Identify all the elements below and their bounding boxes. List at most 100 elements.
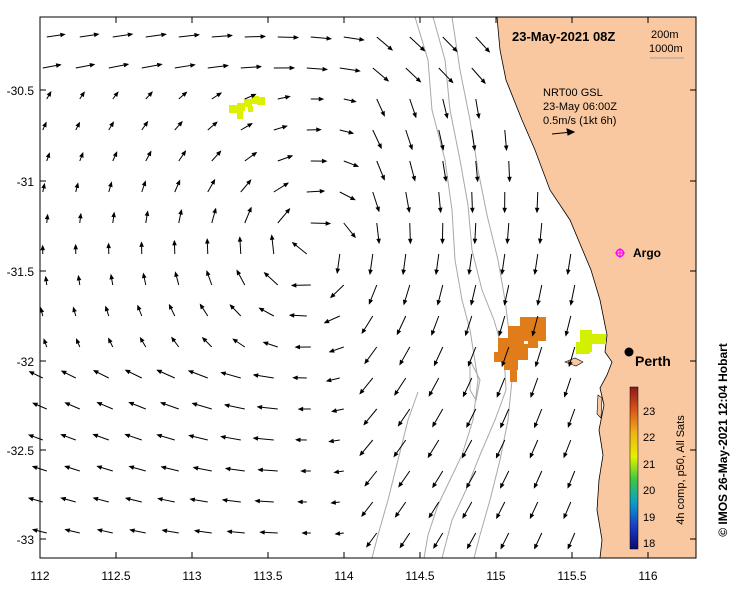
current-arrow-head: [41, 182, 46, 189]
current-arrow-head: [190, 63, 196, 68]
current-arrow-head: [364, 480, 370, 487]
current-arrow-head: [393, 451, 399, 458]
current-arrow-head: [563, 391, 569, 398]
land-area: [496, 16, 697, 559]
current-arrow-head: [111, 211, 116, 218]
current-arrow-head: [353, 162, 360, 168]
current-arrow-head: [40, 244, 46, 251]
current-arrow-head: [318, 96, 325, 102]
current-arrow-head: [32, 402, 39, 408]
current-vectors: [27, 32, 576, 550]
current-arrow-head: [444, 113, 449, 119]
current-arrow-head: [474, 176, 480, 183]
current-arrow-head: [537, 238, 543, 245]
current-arrow-head: [501, 361, 506, 368]
current-arrow-head: [563, 513, 568, 520]
current-arrow-head: [128, 465, 135, 470]
current-arrow-head: [224, 466, 231, 472]
current-arrow-head: [188, 434, 195, 439]
current-arrow-head: [181, 91, 188, 97]
current-arrow-head: [220, 435, 226, 440]
current-arrow-head: [399, 542, 405, 549]
current-arrow-head: [109, 121, 114, 128]
current-arrow-head: [281, 125, 288, 130]
x-axis-ticks: [39, 17, 649, 558]
current-arrow-head: [294, 344, 301, 350]
current-arrow-head: [533, 482, 539, 489]
current-arrow-head: [78, 212, 83, 219]
current-arrow-head: [377, 143, 382, 150]
x-tick-label: 113.5: [253, 569, 282, 583]
current-arrow-head: [461, 452, 467, 459]
current-arrow-head: [428, 390, 434, 397]
current-arrow-head: [471, 145, 477, 152]
current-arrow-head: [212, 207, 217, 214]
current-arrow-head: [89, 63, 96, 68]
current-arrow-head: [505, 238, 510, 245]
current-arrow-head: [194, 32, 200, 38]
current-arrow-head: [500, 482, 505, 489]
y-tick-label: -33: [17, 533, 35, 547]
current-arrow-head: [181, 150, 187, 156]
current-arrow-head: [129, 528, 135, 533]
current-arrow-head: [534, 361, 540, 368]
current-arrow-head: [328, 438, 334, 444]
current-arrow-head: [109, 273, 115, 280]
current-arrow-head: [290, 283, 297, 288]
current-arrow-head: [440, 238, 445, 245]
current-arrow-head: [359, 388, 365, 395]
current-arrow-head: [470, 207, 475, 214]
current-arrow-head: [325, 377, 332, 383]
current-arrow-head: [260, 34, 267, 39]
current-arrow-head: [415, 77, 422, 83]
current-arrow-head: [259, 530, 265, 535]
current-arrow-head: [394, 511, 400, 518]
current-arrow-head: [398, 481, 404, 488]
current-arrow-head: [322, 66, 329, 72]
y-axis-ticks: [40, 89, 696, 540]
current-arrow-head: [199, 303, 205, 310]
current-arrow-head: [127, 32, 134, 38]
current-arrow-head: [60, 32, 66, 38]
current-arrow-head: [432, 421, 437, 428]
current-arrow-head: [500, 422, 505, 429]
current-arrow-head: [177, 120, 183, 127]
imos-credit: © IMOS 26-May-2021 12:04 Hobart: [716, 343, 730, 537]
current-arrow-head: [387, 45, 394, 51]
current-arrow-head: [74, 182, 80, 189]
current-arrow-head: [335, 268, 341, 274]
scale-arrow-icon: [551, 128, 576, 136]
current-arrow-head: [440, 144, 445, 151]
current-arrow-head: [326, 36, 332, 41]
current-arrow-head: [106, 242, 111, 249]
current-arrow-head: [229, 304, 235, 310]
current-arrow-head: [359, 37, 365, 42]
current-arrow-head: [192, 466, 199, 471]
current-arrow-head: [507, 176, 512, 183]
current-arrow-head: [174, 271, 179, 278]
current-arrow-head: [394, 389, 400, 396]
current-arrow-head: [191, 402, 198, 407]
current-arrow-head: [108, 181, 113, 188]
current-arrow-head: [123, 62, 130, 68]
x-tick-label: 115.5: [557, 569, 586, 583]
current-arrow-head: [419, 46, 426, 52]
current-arrow-head: [294, 437, 301, 443]
current-arrow-head: [223, 403, 230, 409]
current-arrow-head: [79, 151, 84, 158]
current-arrow-head: [193, 529, 200, 534]
current-arrow-head: [160, 465, 167, 471]
current-arrow-head: [287, 155, 294, 160]
current-arrow-head: [348, 130, 355, 135]
current-arrow-head: [567, 543, 572, 550]
current-arrow-head: [108, 337, 113, 344]
perth-label: Perth: [635, 353, 671, 369]
current-arrow-head: [475, 113, 481, 120]
current-arrow-head: [223, 63, 229, 69]
current-arrow-head: [406, 207, 411, 213]
current-arrow-head: [300, 468, 306, 474]
current-arrow-head: [137, 304, 142, 311]
current-arrow-head: [43, 275, 49, 282]
current-arrow-head: [73, 243, 79, 250]
current-arrow-head: [252, 436, 259, 441]
